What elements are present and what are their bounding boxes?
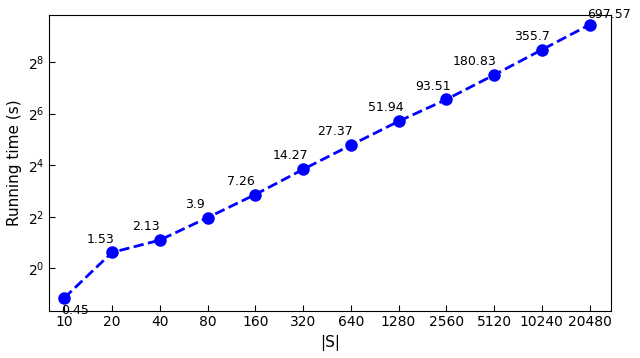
Text: 1.53: 1.53 xyxy=(87,232,115,246)
Text: 51.94: 51.94 xyxy=(368,101,404,115)
Text: 180.83: 180.83 xyxy=(452,55,496,68)
Text: 697.57: 697.57 xyxy=(587,8,630,20)
Text: 0.45: 0.45 xyxy=(61,304,90,318)
Text: 2.13: 2.13 xyxy=(132,220,159,233)
Text: 355.7: 355.7 xyxy=(514,30,550,43)
Text: 93.51: 93.51 xyxy=(416,79,451,92)
Text: 3.9: 3.9 xyxy=(186,198,205,211)
Text: 27.37: 27.37 xyxy=(317,125,353,138)
X-axis label: |S|: |S| xyxy=(320,335,340,351)
Text: 14.27: 14.27 xyxy=(273,149,308,163)
Y-axis label: Running time (s): Running time (s) xyxy=(7,100,22,226)
Text: 7.26: 7.26 xyxy=(227,175,255,188)
